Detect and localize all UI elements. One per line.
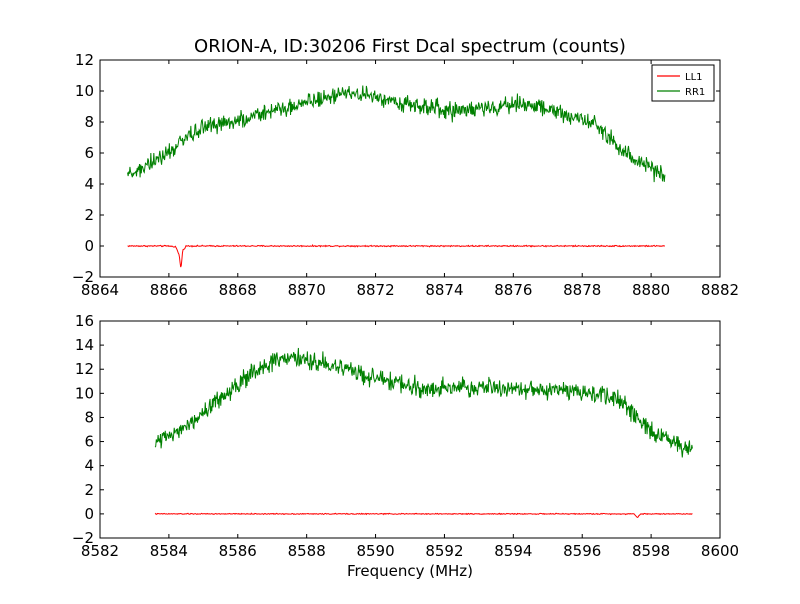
y-tick-label: 16 xyxy=(75,312,94,330)
axes-frame xyxy=(99,320,721,539)
x-tick-label: 8880 xyxy=(632,281,670,299)
subplot-1: 8864 8866 8868 8870 8872 8874 8876 8878 8880 8882… xyxy=(72,36,739,299)
series-ll1-line xyxy=(154,512,693,519)
y-tick-label: 4 xyxy=(84,457,94,475)
x-tick-label: 8600 xyxy=(701,542,739,560)
x-tick-label: 8582 xyxy=(81,542,119,560)
y-tick-label: 0 xyxy=(84,237,94,255)
x-tick-label: 8870 xyxy=(288,281,326,299)
series-ll1-line xyxy=(127,244,666,268)
x-tick-label: 8868 xyxy=(219,281,257,299)
x-tick-label: 8878 xyxy=(563,281,601,299)
y-tick-label: 10 xyxy=(75,384,94,402)
y-tick-label: −2 xyxy=(72,529,94,547)
legend-box xyxy=(651,64,715,102)
y-tick-label: 6 xyxy=(84,144,94,162)
chart-title: ORION-A, ID:30206 First Dcal spectrum (c… xyxy=(194,36,626,57)
x-tick-label: 8590 xyxy=(356,542,394,560)
x-tick-label: 8592 xyxy=(425,542,463,560)
x-tick-label: 8584 xyxy=(150,542,188,560)
y-tick-label: 2 xyxy=(84,206,94,224)
y-tick-label: 14 xyxy=(75,336,94,354)
y-tick-label: 12 xyxy=(75,51,94,69)
x-tick-label: 8588 xyxy=(288,542,326,560)
x-tick-label: 8874 xyxy=(425,281,463,299)
subplot-2: 8582 8584 8586 8588 8590 8592 8594 8596 8598 8600… xyxy=(72,312,739,580)
y-tick-label: 0 xyxy=(84,505,94,523)
axes-frame xyxy=(99,59,721,278)
x-tick-label: 8596 xyxy=(563,542,601,560)
x-tick-label: 8598 xyxy=(632,542,670,560)
series-rr1-line xyxy=(127,85,666,183)
y-tick-label: 2 xyxy=(84,481,94,499)
series-rr1-line xyxy=(154,347,693,458)
y-tick-label: 6 xyxy=(84,433,94,451)
x-tick-label: 8866 xyxy=(150,281,188,299)
x-tick-label: 8872 xyxy=(356,281,394,299)
x-tick-label: 8876 xyxy=(494,281,532,299)
y-tick-label: 10 xyxy=(75,82,94,100)
y-tick-label: 8 xyxy=(84,113,94,131)
legend-label-ll1: LL1 xyxy=(685,72,703,83)
y-tick-label: 8 xyxy=(84,408,94,426)
y-tick-label: −2 xyxy=(72,268,94,286)
x-tick-label: 8594 xyxy=(494,542,532,560)
y-tick-label: 12 xyxy=(75,360,94,378)
legend-label-rr1: RR1 xyxy=(685,87,705,98)
x-tick-label: 8864 xyxy=(81,281,119,299)
x-tick-label: 8586 xyxy=(219,542,257,560)
x-tick-label: 8882 xyxy=(701,281,739,299)
x-axis-label: Frequency (MHz) xyxy=(347,562,473,580)
y-tick-label: 4 xyxy=(84,175,94,193)
